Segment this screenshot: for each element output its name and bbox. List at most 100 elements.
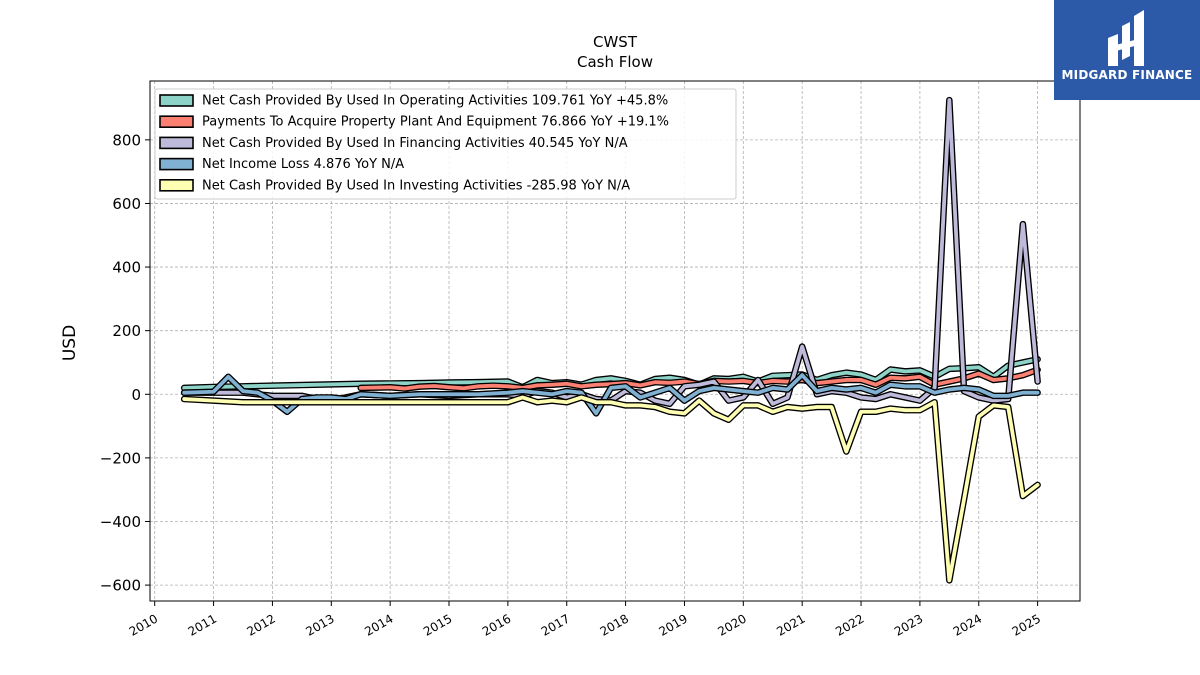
data-point — [992, 400, 994, 402]
data-point — [389, 382, 391, 384]
data-point — [669, 382, 671, 384]
data-point — [389, 395, 391, 397]
data-point — [1022, 374, 1024, 376]
data-point — [698, 390, 700, 392]
y-tick-label: 400 — [112, 259, 141, 277]
data-point — [463, 387, 465, 389]
data-point — [360, 393, 362, 395]
data-point — [742, 404, 744, 406]
data-point — [610, 401, 612, 403]
legend-label: Payments To Acquire Property Plant And E… — [202, 115, 669, 130]
legend-label: Net Cash Provided By Used In Operating A… — [202, 94, 668, 109]
x-tick-label: 2014 — [362, 611, 395, 638]
data-point — [580, 385, 582, 387]
x-tick-label: 2018 — [598, 611, 631, 638]
y-axis-ticks: −600 −400 −200 0 200 400 600 800 — [100, 131, 150, 595]
data-point — [992, 395, 994, 397]
y-tick-label: −600 — [100, 577, 141, 595]
data-point — [507, 401, 509, 403]
data-point — [507, 385, 509, 387]
data-point — [831, 387, 833, 389]
data-point — [757, 404, 759, 406]
x-tick-label: 2015 — [421, 611, 454, 638]
brand-logo-text: MIDGARD FINANCE — [1061, 68, 1193, 82]
x-tick-label: 2011 — [186, 611, 219, 638]
data-point — [919, 409, 921, 411]
data-point — [1037, 484, 1039, 486]
data-point — [271, 385, 273, 387]
data-point — [286, 395, 288, 397]
data-point — [904, 370, 906, 372]
data-point — [1022, 223, 1024, 225]
series-line-outline — [180, 394, 1041, 584]
legend-item: Payments To Acquire Property Plant And E… — [159, 115, 669, 130]
data-point — [1007, 406, 1009, 408]
data-point — [625, 404, 627, 406]
x-tick-label: 2010 — [127, 611, 160, 638]
data-point — [595, 379, 597, 381]
x-tick-label: 2013 — [303, 611, 336, 638]
x-tick-label: 2020 — [715, 611, 748, 638]
data-point — [654, 381, 656, 383]
data-point — [904, 377, 906, 379]
legend-label: Net Cash Provided By Used In Investing A… — [202, 178, 630, 193]
data-point — [507, 381, 509, 383]
data-point — [801, 374, 803, 376]
data-point — [742, 376, 744, 378]
data-point — [257, 392, 259, 394]
legend-item: Net Cash Provided By Used In Investing A… — [159, 178, 630, 193]
data-point — [551, 393, 553, 395]
data-point — [889, 368, 891, 370]
y-tick-label: 600 — [112, 195, 141, 213]
data-point — [845, 389, 847, 391]
y-tick-label: −200 — [100, 449, 141, 467]
data-point — [875, 411, 877, 413]
data-point — [595, 401, 597, 403]
data-point — [183, 387, 185, 389]
x-tick-label: 2021 — [774, 611, 807, 638]
data-point — [1007, 395, 1009, 397]
data-point — [639, 384, 641, 386]
data-point — [536, 392, 538, 394]
data-point — [316, 396, 318, 398]
data-point — [669, 377, 671, 379]
data-point — [772, 375, 774, 377]
data-point — [580, 396, 582, 398]
data-point — [448, 393, 450, 395]
series-5 — [180, 394, 1041, 584]
data-point — [786, 396, 788, 398]
data-point — [786, 374, 788, 376]
x-tick-label: 2022 — [833, 611, 866, 638]
data-point — [654, 406, 656, 408]
data-point — [963, 387, 965, 389]
data-point — [669, 411, 671, 413]
legend-item: Net Cash Provided By Used In Financing A… — [159, 136, 628, 151]
data-point — [477, 381, 479, 383]
legend: Net Cash Provided By Used In Operating A… — [154, 88, 737, 200]
data-point — [389, 401, 391, 403]
data-point — [757, 392, 759, 394]
data-point — [566, 390, 568, 392]
data-point — [889, 408, 891, 410]
data-point — [889, 377, 891, 379]
data-point — [536, 401, 538, 403]
data-point — [448, 382, 450, 384]
data-point — [683, 400, 685, 402]
data-point — [183, 392, 185, 394]
data-point — [845, 451, 847, 453]
data-point — [831, 406, 833, 408]
data-point — [875, 398, 877, 400]
y-tick-label: −400 — [100, 513, 141, 531]
data-point — [860, 396, 862, 398]
data-point — [492, 385, 494, 387]
data-point — [477, 401, 479, 403]
data-point — [875, 379, 877, 381]
legend-swatch — [159, 157, 194, 171]
data-point — [713, 387, 715, 389]
data-point — [992, 404, 994, 406]
data-point — [639, 404, 641, 406]
data-point — [566, 401, 568, 403]
data-point — [683, 381, 685, 383]
data-point — [1037, 381, 1039, 383]
data-point — [978, 389, 980, 391]
